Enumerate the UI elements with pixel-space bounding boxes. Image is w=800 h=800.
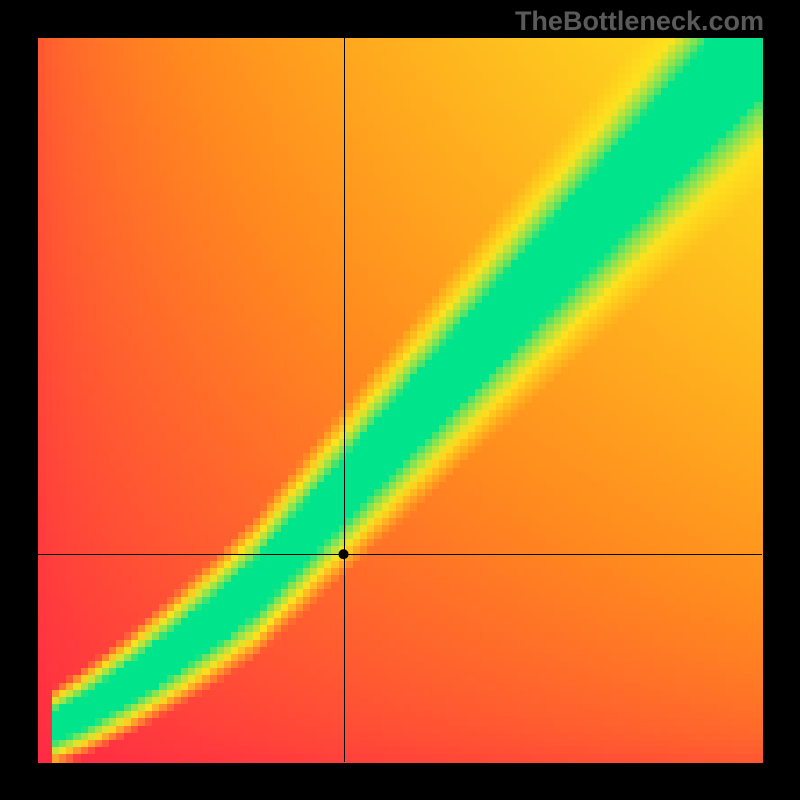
watermark-text: TheBottleneck.com	[515, 6, 764, 37]
bottleneck-heatmap-canvas	[0, 0, 800, 800]
chart-container: TheBottleneck.com	[0, 0, 800, 800]
